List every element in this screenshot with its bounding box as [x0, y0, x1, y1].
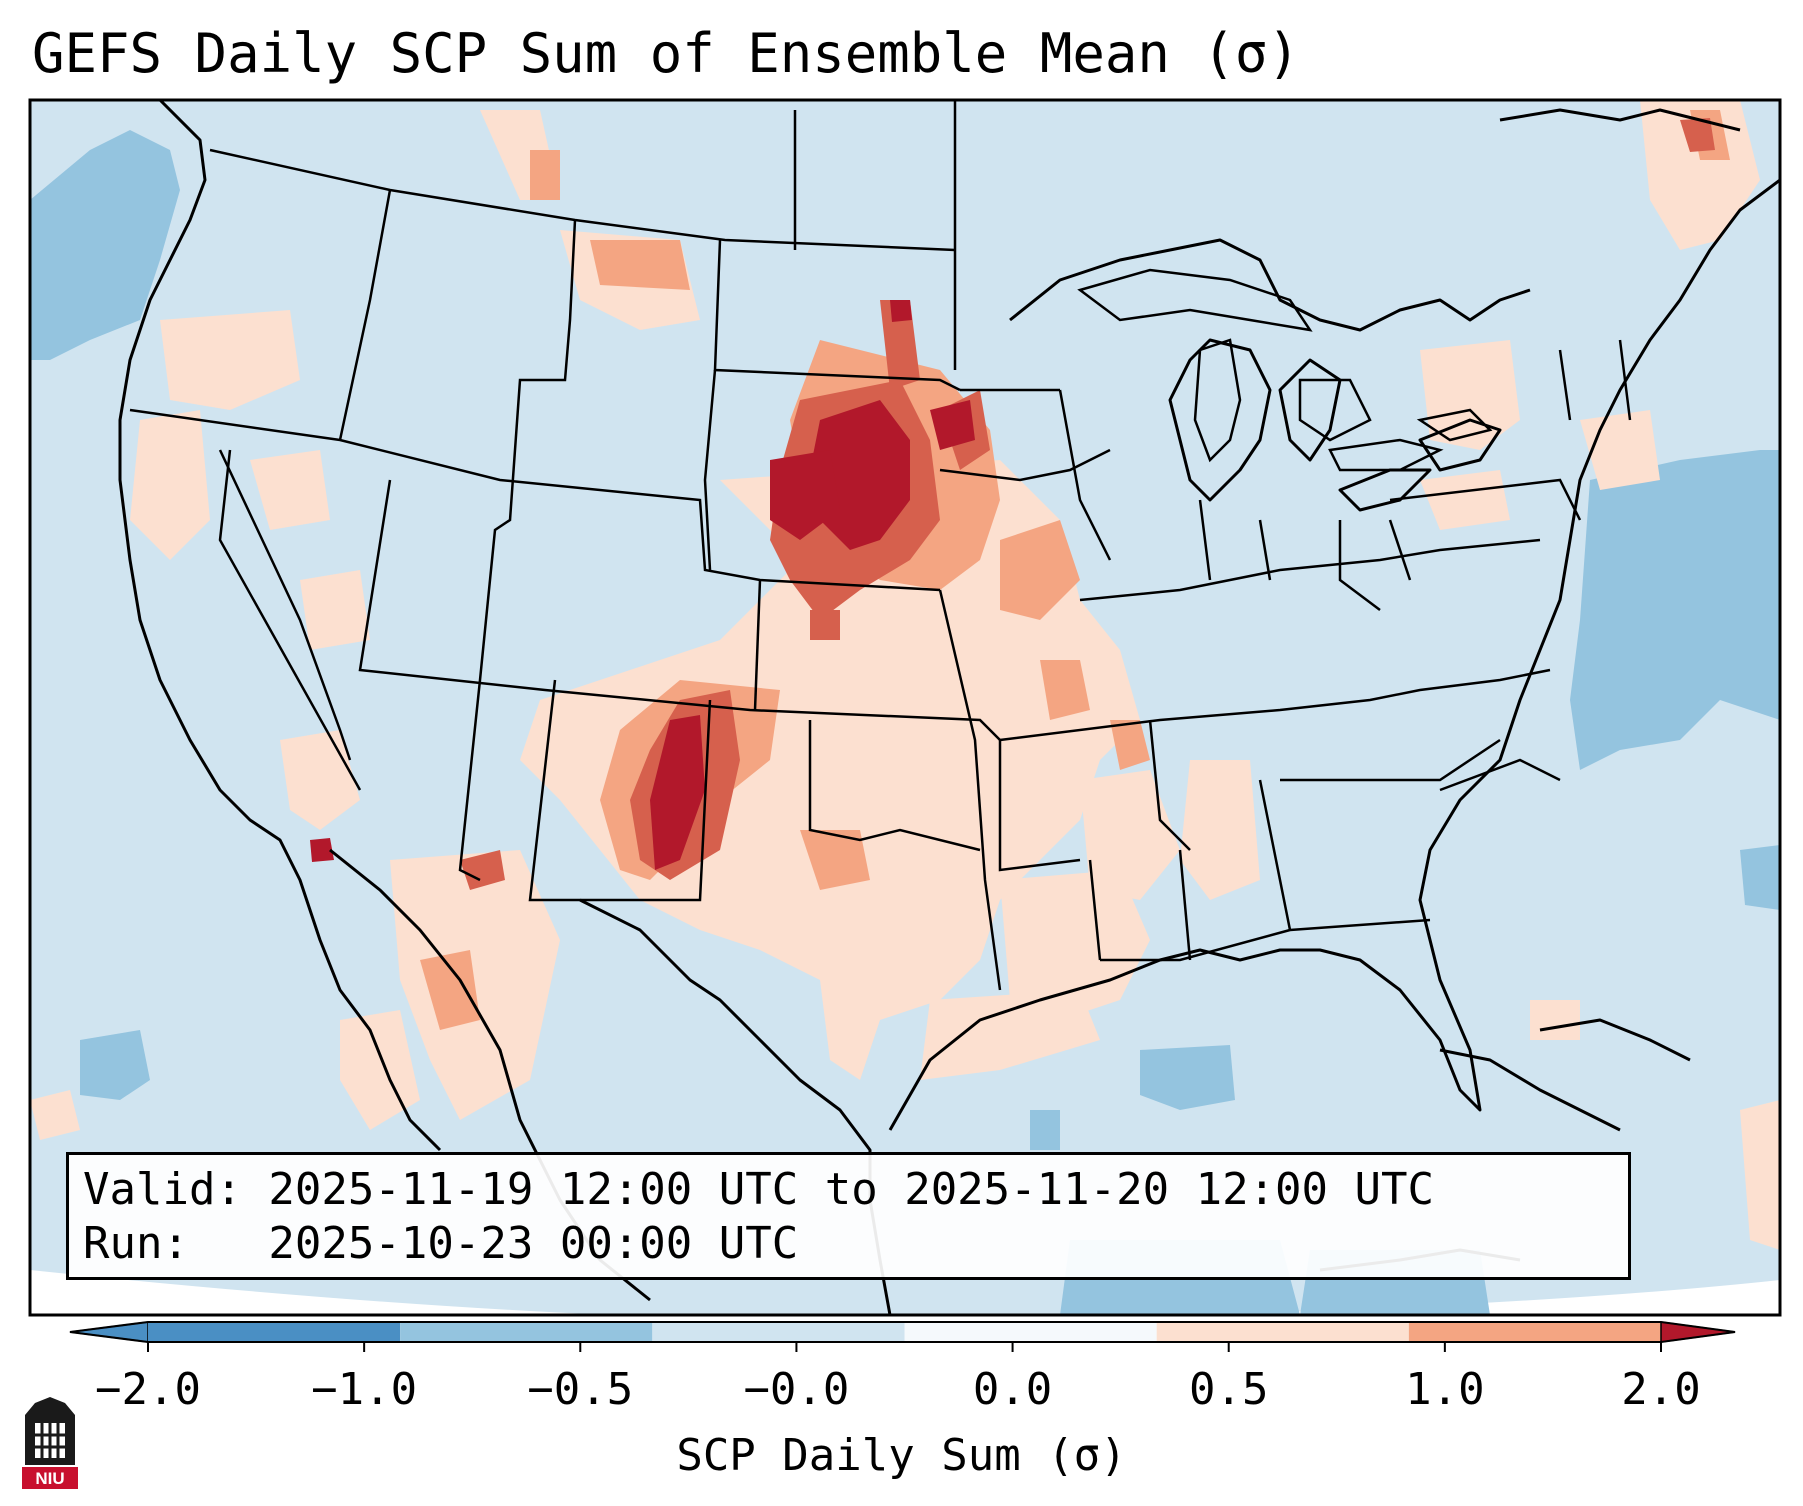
- valid-time-line: Valid: 2025-11-19 12:00 UTC to 2025-11-2…: [83, 1164, 1435, 1215]
- colorbar-segment: [1156, 1322, 1409, 1342]
- colorbar-extend-high: [1660, 1321, 1736, 1343]
- colorbar-tick-label: 0.5: [1189, 1364, 1268, 1415]
- colorbar-tick-label: 1.0: [1405, 1364, 1484, 1415]
- colorbar-segments: [69, 1321, 1736, 1343]
- colorbar-tick-label: −2.0: [95, 1364, 201, 1415]
- colorbar-tick-label: −0.5: [527, 1364, 633, 1415]
- validity-info-box: Valid: 2025-11-19 12:00 UTC to 2025-11-2…: [66, 1152, 1631, 1280]
- colorbar-segment: [400, 1322, 653, 1342]
- map-title: GEFS Daily SCP Sum of Ensemble Mean (σ): [32, 22, 1300, 85]
- colorbar-segment: [652, 1322, 905, 1342]
- niu-logo: NIU: [22, 1397, 78, 1489]
- niu-logo-text: NIU: [35, 1469, 64, 1488]
- colorbar-ticks: −2.0 −1.0 −0.5 −0.0 0.0 0.5 1.0 2.0: [95, 1342, 1701, 1415]
- great-lakes: [1077, 268, 1493, 472]
- colorbar-segment: [904, 1322, 1157, 1342]
- off-projection-area: [30, 1270, 1780, 1315]
- colorbar-tick-label: 0.0: [973, 1364, 1052, 1415]
- colorbar-label: SCP Daily Sum (σ): [676, 1430, 1127, 1481]
- run-time-line: Run: 2025-10-23 00:00 UTC: [83, 1218, 799, 1269]
- colorbar-tick-label: −0.0: [743, 1364, 849, 1415]
- colorbar-tick-label: 2.0: [1621, 1364, 1700, 1415]
- state-lines: [129, 100, 1632, 991]
- extreme-positive-anomaly: [310, 300, 975, 870]
- colorbar-tick-label: −1.0: [311, 1364, 417, 1415]
- map-frame: [28, 98, 1782, 1317]
- colorbar-extend-low: [69, 1321, 149, 1343]
- colorbar-segment: [1408, 1322, 1661, 1342]
- colorbar-segment: [148, 1322, 401, 1342]
